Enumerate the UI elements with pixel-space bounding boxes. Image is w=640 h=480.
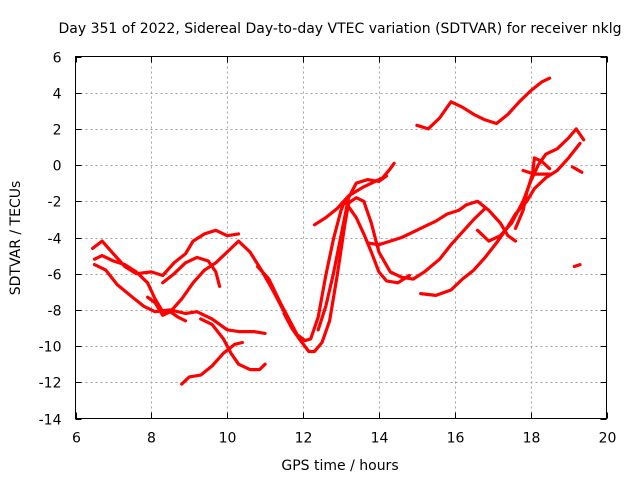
y-tick-label: -4 [48,232,62,248]
series-arc-17 [521,168,552,176]
series-arc-1 [91,228,241,278]
x-tick-label: 14 [371,431,389,447]
y-tick-label: -2 [48,195,62,211]
series-arc-18 [570,165,584,174]
series-arc-10 [312,161,396,227]
y-tick-label: -10 [39,340,62,356]
series-arc-2 [92,263,267,335]
series-arc-4 [161,255,222,288]
chart-title: Day 351 of 2022, Sidereal Day-to-day VTE… [59,21,622,37]
x-tick-label: 18 [523,431,541,447]
series-arc-19 [572,263,582,269]
series-arc-3 [92,199,411,343]
x-tick-label: 8 [147,431,156,447]
y-tick-label: 4 [53,87,62,103]
y-tick-label: -6 [48,268,62,284]
x-tick-label: 6 [72,431,81,447]
series-arc-9 [282,311,301,341]
x-tick-label: 16 [447,431,465,447]
x-tick-label: 10 [219,431,237,447]
series-arc-6 [146,295,188,323]
x-ticks: 6 8 10 12 14 16 18 20 [72,56,617,447]
y-tick-label: 0 [53,159,62,175]
series-arc-5 [180,340,244,386]
y-ticks: 6 4 2 0 -2 -4 -6 -8 -10 -12 -14 [39,51,607,429]
plot-frame [75,56,607,419]
y-axis-label: SDTVAR / TECUs [8,181,24,296]
series-arc-7 [199,317,267,372]
y-tick-label: -12 [39,376,62,392]
y-tick-label: -8 [48,304,62,320]
y-tick-label: 2 [53,123,62,139]
series-arc-14 [419,141,582,297]
x-tick-label: 12 [295,431,313,447]
y-tick-label: 6 [53,51,62,67]
y-tick-label: -14 [39,413,62,429]
series-arc-12 [365,199,518,247]
x-tick-label: 20 [599,431,617,447]
series-arc-11 [316,174,389,332]
x-axis-label: GPS time / hours [281,458,398,474]
series-layer [91,76,586,386]
series-arc-13 [415,76,552,131]
